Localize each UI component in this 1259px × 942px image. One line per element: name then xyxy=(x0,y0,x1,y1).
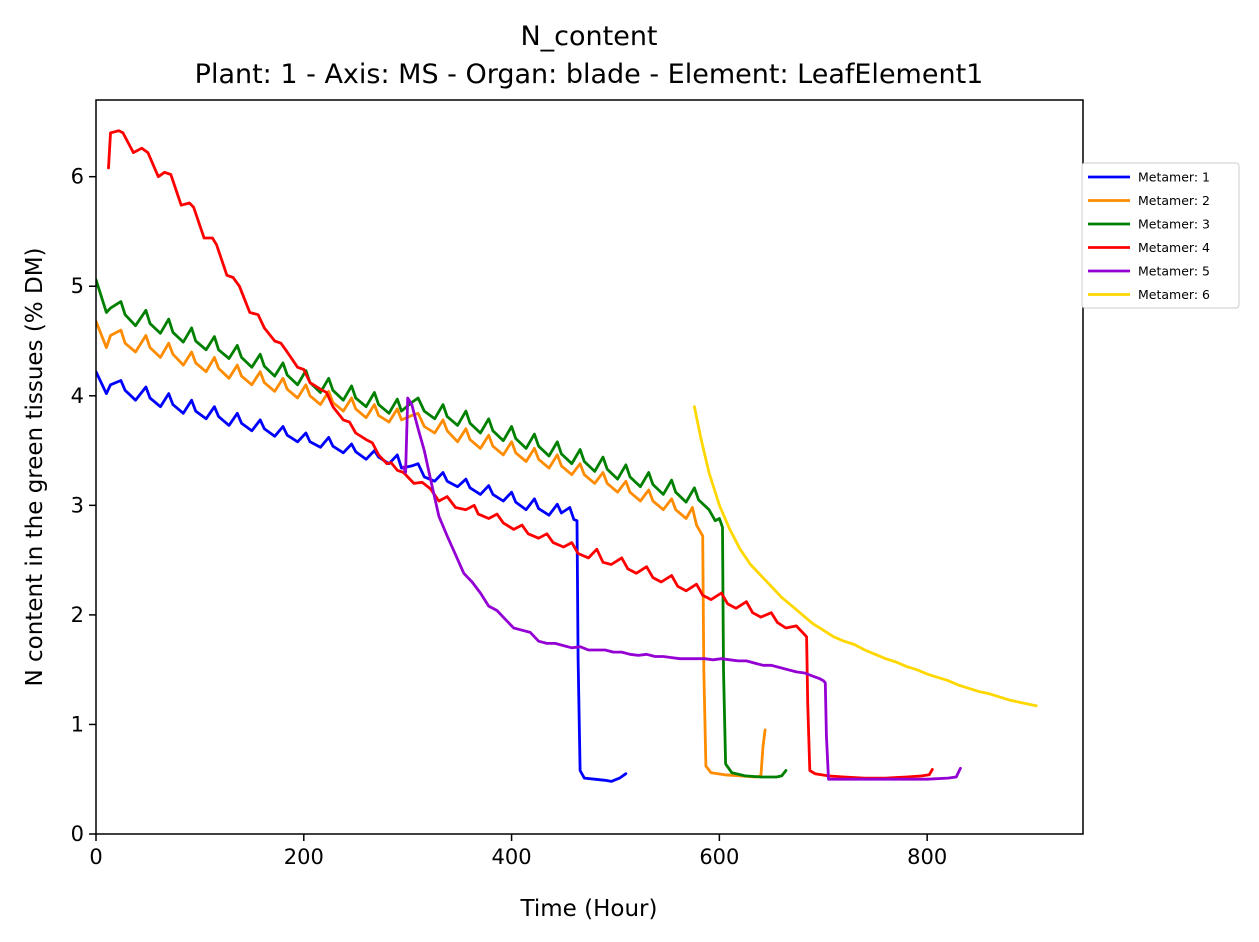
series-line-metamer-6 xyxy=(693,405,1038,708)
y-tick-label: 4 xyxy=(71,384,84,408)
x-tick-label: 800 xyxy=(907,845,947,869)
series-line-metamer-4 xyxy=(107,129,934,780)
y-tick-label: 5 xyxy=(71,274,84,298)
legend: Metamer: 1 Metamer: 2 Metamer: 3 Metamer: 4… xyxy=(1081,162,1240,309)
y-tick-label: 3 xyxy=(71,493,84,517)
y-tick-label: 2 xyxy=(71,603,84,627)
chart-subtitle: Plant: 1 - Axis: MS - Organ: blade - Ele… xyxy=(195,59,984,90)
series-line-metamer-1 xyxy=(96,370,628,783)
legend-entry: Metamer: 4 xyxy=(1138,240,1210,255)
x-tick-label: 400 xyxy=(492,845,532,869)
series-line-metamer-3 xyxy=(96,278,788,779)
y-tick-label: 1 xyxy=(71,712,84,736)
x-axis: 0 200 400 600 800 xyxy=(89,834,947,869)
y-axis: 0 1 2 3 4 5 6 xyxy=(71,165,96,846)
x-axis-label: Time (Hour) xyxy=(520,896,658,922)
legend-entry: Metamer: 2 xyxy=(1138,193,1210,208)
series-layer xyxy=(96,129,1038,783)
y-tick-label: 6 xyxy=(71,165,84,189)
y-axis-label: N content in the green tissues (% DM) xyxy=(22,247,48,686)
series-line-metamer-2 xyxy=(96,319,767,779)
y-tick-label: 0 xyxy=(71,822,84,846)
legend-entry: Metamer: 6 xyxy=(1138,287,1210,302)
plot-frame xyxy=(95,99,1084,835)
legend-entry: Metamer: 3 xyxy=(1138,217,1210,232)
legend-entry: Metamer: 5 xyxy=(1138,264,1210,279)
x-tick-label: 200 xyxy=(284,845,324,869)
chart-title: N_content xyxy=(520,21,657,52)
series-line-metamer-5 xyxy=(402,396,962,781)
legend-entry: Metamer: 1 xyxy=(1138,170,1210,185)
x-tick-label: 600 xyxy=(699,845,739,869)
x-tick-label: 0 xyxy=(89,845,102,869)
